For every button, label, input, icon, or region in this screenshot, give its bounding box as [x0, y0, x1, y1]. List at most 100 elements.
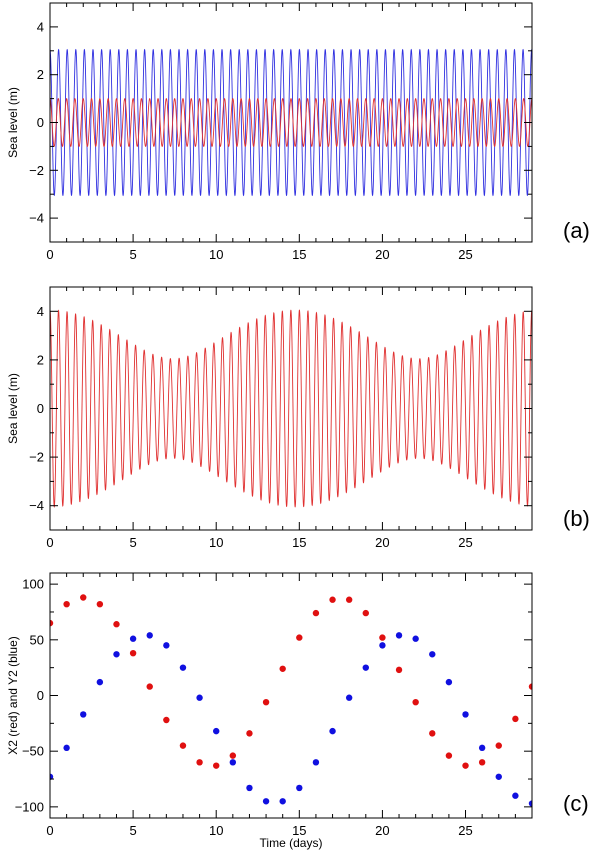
point-y2-4 [113, 651, 120, 658]
x-tick-label-a: 25 [458, 247, 472, 262]
point-x2-5 [129, 649, 137, 657]
point-x2-14 [279, 665, 286, 672]
point-x2-9 [196, 759, 203, 766]
point-x2-13 [262, 698, 270, 706]
y-tick-label-a: 4 [37, 19, 44, 34]
y-tick-label-a: −2 [29, 163, 44, 178]
x-tick-label-c: 25 [458, 823, 472, 838]
y-tick-label-c: 0 [37, 688, 44, 703]
point-y2-26 [478, 744, 486, 752]
y-tick-label-a: 0 [37, 115, 44, 130]
series-line-a-2 [50, 98, 532, 147]
point-x2-15 [296, 634, 303, 641]
point-y2-5 [129, 635, 137, 642]
point-y2-0 [50, 773, 54, 780]
point-y2-13 [262, 798, 270, 805]
x-tick-label-b: 10 [209, 535, 223, 550]
point-x2-3 [96, 600, 104, 608]
x-tick-label-b: 5 [129, 535, 136, 550]
point-y2-18 [345, 694, 353, 701]
panel-a: 0 5 10 15 20 25 −4 −2 0 2 4 Sea level (m) (a) [6, 2, 590, 262]
point-y2-24 [445, 678, 453, 686]
y-tick-label-c: 50 [30, 632, 44, 647]
point-x2-20 [379, 634, 386, 641]
panel-label-a: (a) [563, 218, 590, 243]
y-tick-label-b: −2 [29, 450, 44, 465]
x-tick-label-a: 20 [375, 247, 389, 262]
panel-b: 0 5 10 15 20 25 −4 −2 0 2 4 Sea level (m) (b) [6, 286, 590, 550]
x-tick-label-b: 15 [292, 535, 306, 550]
point-x2-21 [395, 666, 403, 674]
point-x2-6 [146, 683, 153, 690]
point-y2-27 [495, 773, 502, 780]
x-tick-label-c: 20 [375, 823, 389, 838]
plot-frame-b [49, 286, 533, 531]
point-x2-29 [528, 683, 532, 690]
x-tick-label-a: 15 [292, 247, 306, 262]
plot-frame-c [49, 572, 533, 819]
point-x2-22 [412, 698, 419, 706]
x-tick-label-a: 10 [209, 247, 223, 262]
point-y2-23 [429, 651, 436, 658]
point-y2-2 [80, 711, 87, 718]
point-x2-10 [213, 762, 220, 769]
x-axis-label-c: Time (days) [260, 836, 323, 850]
point-x2-24 [445, 752, 453, 759]
y-tick-label-b: 2 [37, 352, 44, 367]
x-tick-label-a: 0 [46, 247, 53, 262]
point-x2-17 [329, 596, 336, 603]
y-tick-label-a: 2 [37, 67, 44, 82]
point-y2-8 [179, 664, 187, 671]
x-tick-label-a: 5 [129, 247, 136, 262]
y-tick-label-c: −50 [22, 744, 44, 759]
point-y2-25 [462, 711, 469, 718]
point-y2-12 [246, 784, 253, 792]
point-y2-6 [146, 632, 153, 639]
x-tick-label-b: 25 [458, 535, 472, 550]
y-tick-label-c: −100 [15, 799, 44, 814]
y-axis-label-a: Sea level (m) [6, 87, 20, 158]
point-y2-19 [362, 664, 369, 671]
point-y2-9 [196, 694, 203, 701]
x-tick-label-c: 5 [129, 823, 136, 838]
series-line-b-1 [50, 309, 532, 508]
plot-area-c [50, 594, 532, 807]
point-x2-11 [229, 752, 237, 759]
point-y2-10 [213, 727, 220, 735]
plot-area-a [50, 48, 532, 197]
y-tick-label-b: −4 [29, 498, 44, 513]
x-tick-label-b: 0 [46, 535, 53, 550]
panel-label-b: (b) [563, 506, 590, 531]
x-tick-label-b: 20 [375, 535, 389, 550]
series-line-a-1 [50, 48, 532, 197]
point-x2-25 [462, 762, 469, 769]
point-y2-21 [395, 632, 403, 639]
point-x2-16 [312, 609, 320, 617]
point-y2-20 [379, 642, 386, 649]
point-x2-23 [429, 730, 436, 737]
point-y2-14 [279, 798, 286, 805]
point-y2-3 [96, 678, 104, 686]
point-y2-29 [528, 800, 532, 807]
point-x2-12 [246, 730, 253, 737]
point-y2-1 [63, 744, 70, 752]
point-y2-28 [512, 792, 519, 799]
point-x2-27 [495, 742, 502, 749]
point-y2-22 [412, 635, 419, 642]
point-x2-26 [478, 759, 486, 766]
point-y2-11 [229, 759, 237, 766]
point-x2-1 [63, 600, 70, 608]
panel-c: 0 5 10 15 20 25 −100 −50 0 50 100 X2 (red) and Y2 (… [6, 572, 589, 850]
x-tick-label-c: 0 [46, 823, 53, 838]
y-axis-label-c: X2 (red) and Y2 (blue) [6, 636, 20, 755]
point-x2-4 [113, 621, 120, 628]
point-x2-28 [512, 715, 519, 723]
point-x2-2 [80, 594, 87, 601]
y-tick-label-a: −4 [29, 211, 44, 226]
plot-area-b [50, 309, 532, 508]
point-x2-0 [50, 619, 54, 627]
y-axis-label-b: Sea level (m) [6, 373, 20, 444]
point-y2-15 [296, 784, 303, 792]
y-tick-label-b: 4 [37, 304, 44, 319]
